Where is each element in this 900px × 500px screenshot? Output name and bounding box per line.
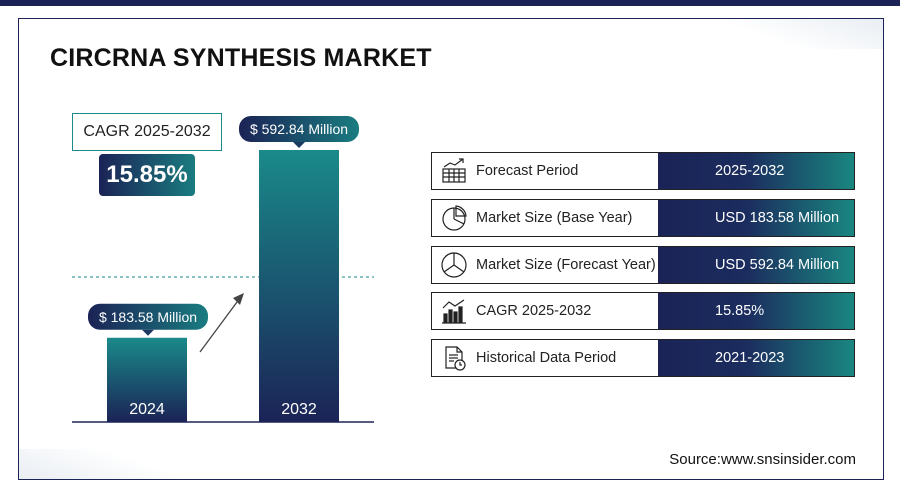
bar-value-label: $ 592.84 Million [250, 121, 348, 137]
row-value: 2025-2032 [658, 153, 854, 189]
info-row-market-size-base: Market Size (Base Year) USD 183.58 Milli… [431, 199, 855, 237]
corner-decoration [723, 19, 883, 49]
value-label-pointer [142, 329, 154, 336]
row-value: 15.85% [658, 293, 854, 329]
bar-category-label: 2032 [281, 401, 317, 418]
bar-category-label: 2024 [129, 401, 165, 418]
info-row-forecast-period: Forecast Period 2025-2032 [431, 152, 855, 190]
bar-value-label: $ 183.58 Million [99, 309, 197, 325]
pie-chart-icon [432, 247, 476, 283]
bar-2024 [107, 337, 187, 422]
source-credit: Source:www.snsinsider.com [669, 451, 856, 468]
info-row-historical-period: Historical Data Period 2021-2023 [431, 339, 855, 377]
bar-chart-trend-icon [432, 293, 476, 329]
value-label-pointer [293, 142, 305, 148]
bar-2032 [259, 150, 339, 422]
top-accent-bar [0, 0, 900, 6]
corner-decoration [19, 449, 179, 479]
value-label-pill [88, 303, 208, 330]
market-bar-chart: 2024 $ 183.58 Million 2032 $ 592.84 Million [72, 116, 374, 423]
row-label: Historical Data Period [476, 350, 617, 366]
info-row-market-size-forecast: Market Size (Forecast Year) USD 592.84 M… [431, 246, 855, 284]
page-title: CIRCRNA SYNTHESIS MARKET [50, 44, 432, 72]
row-label: Market Size (Base Year) [476, 210, 633, 226]
cagr-value-badge: 15.85% [99, 154, 195, 196]
row-value: USD 592.84 Million [658, 247, 854, 283]
value-label-pill [239, 116, 359, 142]
pie-chart-icon [432, 200, 476, 236]
cagr-label-box: CAGR 2025-2032 [72, 113, 222, 151]
row-value: 2021-2023 [658, 340, 854, 376]
row-label: Market Size (Forecast Year) [476, 257, 656, 273]
forecast-chart-icon [432, 153, 476, 189]
info-row-cagr: CAGR 2025-2032 15.85% [431, 292, 855, 330]
row-label: Forecast Period [476, 163, 579, 179]
row-label: CAGR 2025-2032 [476, 303, 592, 319]
growth-arrow [199, 293, 244, 353]
row-value: USD 183.58 Million [658, 200, 854, 236]
document-clock-icon [432, 340, 476, 376]
